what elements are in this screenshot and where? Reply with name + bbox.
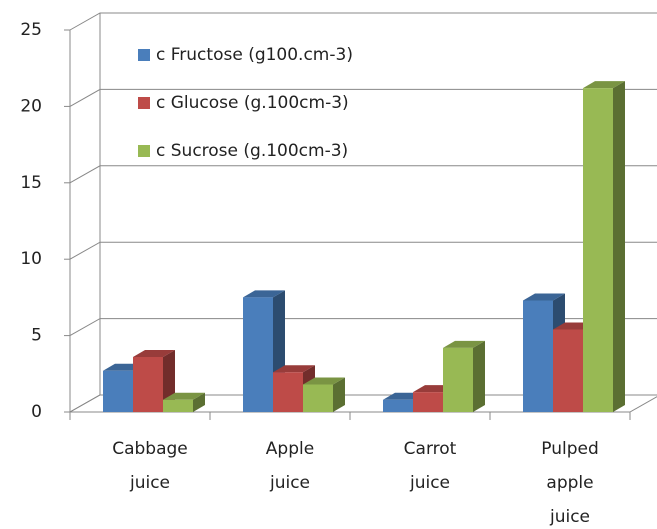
grid-line [69,12,657,31]
bar-front [583,88,613,413]
bar-side [613,81,625,413]
legend-swatch [138,97,150,109]
bar-front [383,399,413,412]
y-tick-label: 25 [20,20,42,40]
bar-side [193,392,205,412]
legend-swatch [138,49,150,61]
bar-front [103,370,133,412]
grid-line [69,88,657,107]
y-tick-label: 10 [20,249,42,269]
bar-front [273,372,303,412]
x-tick-label: Pulped apple juice [541,439,599,527]
y-tick-label: 0 [31,402,42,422]
bar-side [333,377,345,412]
bar [163,392,205,412]
x-tick-label: Apple juice [265,439,315,493]
bar-front [133,356,163,412]
legend-swatch [138,145,150,157]
bar [443,340,485,412]
legend-label: c Sucrose (g.100cm-3) [156,141,348,161]
y-tick-label: 20 [20,96,42,116]
grid-line [69,165,657,184]
bar-top [273,365,315,373]
grid-line [69,241,657,260]
x-tick-label: Carrot juice [403,439,457,493]
bar-top [133,349,175,357]
bar-front [163,399,193,412]
grid-line [69,318,657,337]
bar-top [163,392,205,400]
y-tick-label: 5 [31,326,42,346]
bar-side [473,340,485,412]
bar-front [303,384,333,412]
bar [583,81,625,413]
bar-top [583,81,625,89]
legend-label: c Fructose (g100.cm-3) [156,45,353,65]
bar-front [443,347,473,412]
bar-front [553,329,583,412]
x-tick-label: Cabbage juice [112,439,188,493]
bar-top [303,377,345,385]
bar-top [243,290,285,298]
bar-top [523,293,565,301]
bar-front [243,297,273,412]
bar [303,377,345,412]
bar-front [523,300,553,412]
bar-front [413,392,443,412]
bar-top [443,340,485,348]
y-tick-label: 15 [20,173,42,193]
legend-label: c Glucose (g.100cm-3) [156,93,349,113]
